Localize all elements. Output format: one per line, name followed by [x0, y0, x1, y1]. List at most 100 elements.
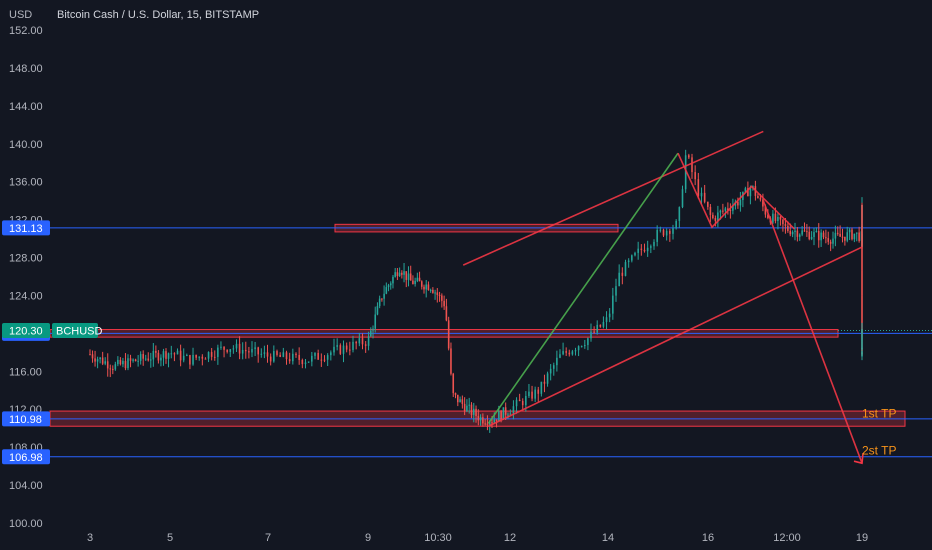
candle-body — [372, 328, 374, 331]
candle-body — [747, 188, 749, 197]
candle-body — [438, 294, 441, 296]
candle-body — [596, 324, 599, 333]
candle-body — [132, 359, 134, 361]
candle-body — [817, 230, 820, 241]
candle-body — [104, 361, 106, 364]
trendline[interactable] — [462, 130, 764, 266]
candle-body — [712, 214, 714, 219]
candle-body — [861, 295, 863, 321]
candle-body — [844, 236, 846, 241]
candle-body — [355, 341, 357, 344]
candle-body — [301, 359, 304, 365]
y-tick-label: 144.00 — [9, 101, 43, 113]
candle-body — [515, 399, 518, 407]
tp-label: 2st TP — [862, 444, 896, 458]
level-badge-label: 131.13 — [9, 223, 43, 235]
candle-body — [295, 353, 297, 355]
level-badge-label: 106.98 — [9, 452, 43, 464]
candle-body — [855, 232, 858, 234]
candle-body — [463, 403, 466, 412]
candle-body — [269, 356, 272, 362]
candle-body — [432, 289, 434, 293]
candle-body — [789, 230, 792, 235]
candle-body — [841, 236, 844, 238]
candle-body — [339, 345, 342, 354]
candle-body — [409, 273, 412, 281]
candle-body — [385, 287, 388, 294]
current-price-label: 120.30 — [9, 325, 43, 337]
candle-body — [443, 300, 445, 307]
candle-body — [445, 306, 448, 321]
candle-body — [260, 353, 263, 355]
candle-body — [504, 407, 507, 415]
candle-body — [703, 192, 706, 202]
candle-body — [414, 280, 416, 285]
candle-body — [370, 330, 372, 337]
candle-body — [412, 280, 414, 285]
candle-body — [637, 248, 639, 253]
candle-body — [472, 408, 475, 415]
candle-body — [129, 358, 132, 361]
candle-body — [276, 351, 278, 355]
candle-body — [684, 155, 687, 190]
candle-body — [101, 357, 104, 364]
trendline[interactable] — [677, 152, 796, 230]
candle-body — [808, 231, 811, 240]
candle-body — [675, 220, 677, 229]
candle-body — [806, 231, 808, 233]
candle-body — [602, 321, 605, 327]
candle-body — [488, 422, 491, 425]
candle-body — [198, 356, 201, 358]
candle-body — [813, 232, 815, 237]
trendline[interactable] — [488, 246, 863, 427]
candle-body — [137, 360, 139, 362]
candle-body — [298, 354, 300, 360]
candle-body — [420, 281, 423, 287]
candle-body — [815, 230, 818, 233]
symbol-tag[interactable] — [52, 322, 98, 338]
candle-body — [717, 212, 719, 221]
candle-body — [500, 411, 502, 420]
candle-body — [767, 214, 769, 219]
candle-body — [851, 229, 853, 240]
candle-body — [226, 349, 228, 352]
candle-body — [853, 233, 856, 240]
current-price-badge — [2, 322, 50, 338]
level-badge-label: 110.98 — [9, 414, 42, 426]
candle-body — [114, 364, 117, 370]
candle-body — [803, 230, 806, 232]
candle-body — [719, 210, 722, 213]
x-axis[interactable]: 3 5 7 9 10:30 12 14 16 12:00 19 — [87, 532, 868, 544]
candle-body — [374, 314, 377, 329]
candle-body — [352, 341, 354, 350]
candle-body — [195, 354, 197, 358]
candle-body — [364, 344, 367, 346]
candle-body — [425, 284, 428, 290]
candle-body — [737, 201, 739, 206]
x-tick-label: 9 — [365, 532, 371, 544]
candle-body — [631, 255, 633, 261]
candle-body — [157, 352, 160, 361]
candle-body — [392, 276, 394, 284]
trendline[interactable] — [487, 152, 679, 424]
candle-body — [525, 396, 527, 406]
candle-body — [568, 352, 571, 355]
trendline[interactable] — [762, 200, 863, 464]
candle-body — [509, 413, 512, 415]
arrow-head — [853, 453, 864, 465]
candle-body — [330, 352, 332, 356]
candle-body — [204, 358, 207, 360]
candle-body — [590, 331, 592, 339]
candle-body — [220, 346, 222, 348]
candle-body — [665, 230, 668, 236]
level-badge — [2, 411, 50, 427]
y-tick-label: 104.00 — [9, 480, 43, 492]
candle-body — [827, 238, 830, 242]
candle-body — [762, 199, 764, 207]
y-tick-label: 128.00 — [9, 253, 43, 265]
candle-body — [266, 352, 269, 357]
candle-body — [848, 229, 851, 233]
candle-body — [810, 236, 813, 240]
